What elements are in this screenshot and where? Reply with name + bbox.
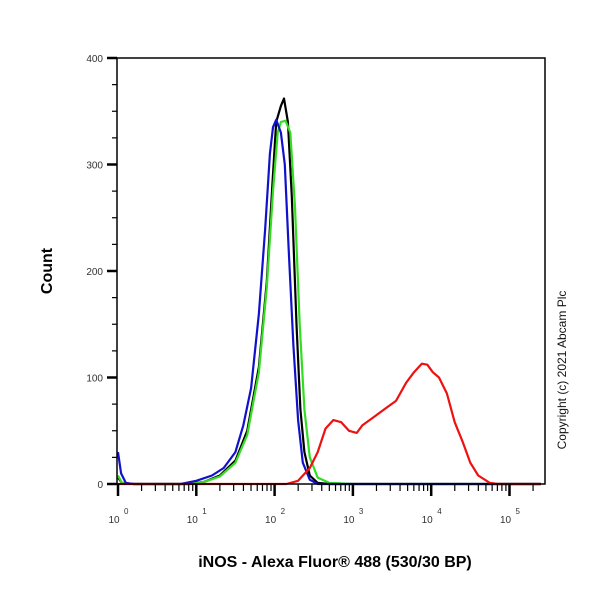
x-axis-title: iNOS - Alexa Fluor® 488 (530/30 BP) (198, 554, 472, 571)
x-tick-exponent: 4 (437, 507, 442, 516)
copyright-annotation: Copyright (c) 2021 Abcam Plc (555, 291, 569, 450)
y-tick-label: 0 (97, 480, 103, 491)
x-tick-label: 10 (500, 515, 512, 526)
x-tick-label: 10 (108, 515, 120, 526)
x-tick-label: 10 (187, 515, 199, 526)
y-axis-title: Count (39, 247, 56, 294)
y-tick-label: 300 (86, 161, 103, 172)
x-tick-exponent: 0 (124, 507, 129, 516)
x-tick-exponent: 2 (281, 507, 286, 516)
series-red-line (118, 362, 541, 486)
x-tick-exponent: 1 (202, 507, 207, 516)
x-tick-exponent: 5 (516, 507, 521, 516)
x-tick-label: 10 (343, 515, 355, 526)
x-tick-label: 10 (265, 515, 277, 526)
x-tick-label: 10 (422, 515, 434, 526)
y-tick-label: 200 (86, 267, 103, 278)
x-tick-exponent: 3 (359, 507, 364, 516)
y-tick-label: 400 (86, 54, 103, 65)
y-axis: 0 100 200 300 400 (86, 54, 117, 491)
y-tick-label: 100 (86, 374, 103, 385)
